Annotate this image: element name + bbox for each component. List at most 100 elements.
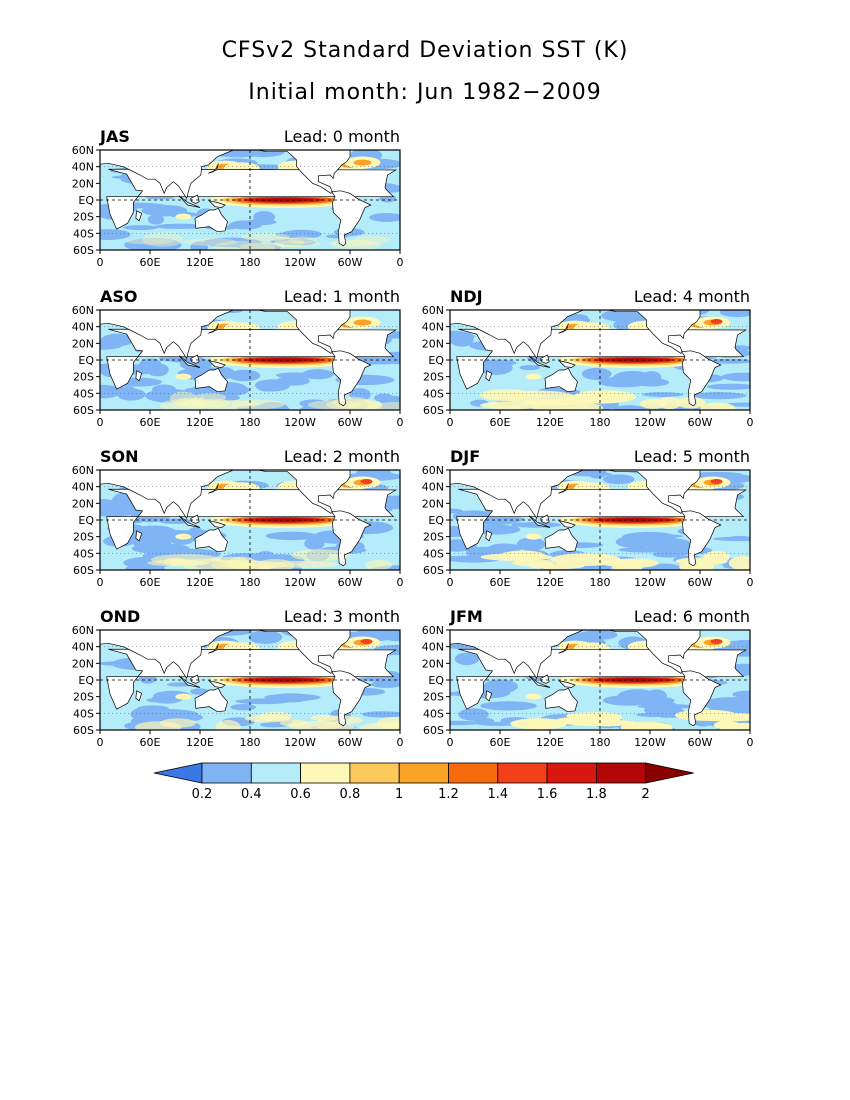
lon-tick-label: 0	[97, 416, 104, 429]
lat-tick-label: 60N	[72, 624, 94, 637]
sst-field	[100, 630, 400, 730]
lon-tick-label: 60E	[490, 576, 511, 589]
lat-tick-label: 20S	[73, 211, 94, 224]
lat-tick-label: 20N	[72, 177, 94, 190]
lon-tick-label: 0	[747, 576, 754, 589]
colorbar-label: 1.2	[438, 787, 459, 802]
lat-tick-label: EQ	[428, 354, 444, 367]
colorbar-label: 1.4	[487, 787, 508, 802]
colorbar-label: 0.8	[340, 787, 361, 802]
lat-tick-label: 20N	[422, 337, 444, 350]
lat-tick-label: EQ	[78, 354, 94, 367]
lat-tick-label: 40N	[72, 161, 94, 174]
lon-tick-label: 60W	[688, 576, 713, 589]
lat-tick-label: 60S	[423, 404, 444, 417]
lat-tick-label: EQ	[78, 514, 94, 527]
lon-tick-label: 60E	[140, 576, 161, 589]
lon-tick-label: 0	[397, 416, 404, 429]
lon-tick-label: 120W	[634, 736, 666, 749]
lat-tick-label: 60N	[72, 144, 94, 157]
lon-tick-label: 120W	[634, 416, 666, 429]
lat-tick-label: 20N	[422, 657, 444, 670]
lat-tick-label: 40S	[423, 547, 444, 560]
colorbar-label: 2	[642, 787, 650, 802]
figure-title: CFSv2 Standard Deviation SST (K)	[221, 38, 629, 63]
lat-tick-label: 40S	[73, 227, 94, 240]
colorbar-box	[448, 762, 499, 784]
lon-tick-label: 120W	[284, 576, 316, 589]
lon-tick-label: 0	[447, 736, 454, 749]
colorbar: 0.2 0.4 0.6 0.8 1 1.2 1.4 1.6 1.8 2	[153, 762, 694, 802]
lon-tick-label: 0	[747, 416, 754, 429]
lon-tick-label: 120W	[634, 576, 666, 589]
lat-tick-label: 40S	[73, 707, 94, 720]
lon-tick-label: 0	[397, 736, 404, 749]
lon-tick-label: 120W	[284, 736, 316, 749]
lon-tick-label: 120E	[186, 416, 214, 429]
lat-tick-label: 40N	[422, 321, 444, 334]
lat-tick-label: 20S	[423, 531, 444, 544]
colorbar-box	[497, 762, 548, 784]
lon-tick-label: 0	[397, 256, 404, 269]
lat-tick-label: 60S	[73, 244, 94, 257]
lon-tick-label: 0	[97, 736, 104, 749]
lon-tick-label: 60E	[140, 416, 161, 429]
lon-tick-label: 60W	[688, 736, 713, 749]
panel-lead-label: Lead: 1 month	[284, 287, 400, 306]
lon-tick-label: 180	[590, 416, 611, 429]
lon-tick-label: 180	[240, 256, 261, 269]
lon-tick-label: 60E	[490, 736, 511, 749]
sst-field	[450, 470, 750, 570]
lat-tick-label: 60S	[423, 724, 444, 737]
colorbar-box	[546, 762, 597, 784]
lon-tick-label: 120E	[186, 576, 214, 589]
colorbar-label: 1.6	[537, 787, 558, 802]
colorbar-label: 0.2	[192, 787, 213, 802]
lat-tick-label: 20S	[73, 371, 94, 384]
lon-tick-label: 180	[590, 736, 611, 749]
colorbar-label: 0.4	[241, 787, 262, 802]
panel-season-label: NDJ	[450, 287, 483, 306]
lon-tick-label: 0	[97, 256, 104, 269]
lon-tick-label: 120E	[186, 256, 214, 269]
figure-subtitle: Initial month: Jun 1982−2009	[248, 80, 602, 105]
colorbar-box	[201, 762, 252, 784]
panel-season-label: SON	[100, 447, 139, 466]
panel-season-label: DJF	[450, 447, 480, 466]
colorbar-arrow-low	[153, 762, 203, 784]
panel-lead-label: Lead: 3 month	[284, 607, 400, 626]
panel-season-label: JFM	[449, 607, 483, 626]
lat-tick-label: 60N	[422, 304, 444, 317]
lon-tick-label: 0	[397, 576, 404, 589]
panel-lead-label: Lead: 6 month	[634, 607, 750, 626]
lon-tick-label: 0	[97, 576, 104, 589]
panel-lead-label: Lead: 2 month	[284, 447, 400, 466]
lat-tick-label: 20N	[72, 657, 94, 670]
lat-tick-label: 40N	[72, 481, 94, 494]
panel-lead-label: Lead: 5 month	[634, 447, 750, 466]
lat-tick-label: 40N	[72, 641, 94, 654]
colorbar-label: 1	[395, 787, 403, 802]
lat-tick-label: 20S	[73, 691, 94, 704]
colorbar-box	[596, 762, 647, 784]
lat-tick-label: 40S	[423, 707, 444, 720]
lat-tick-label: 20N	[422, 497, 444, 510]
colorbar-label: 1.8	[586, 787, 607, 802]
lon-tick-label: 60E	[140, 736, 161, 749]
lon-tick-label: 0	[447, 416, 454, 429]
lat-tick-label: 60N	[72, 464, 94, 477]
lon-tick-label: 60W	[338, 576, 363, 589]
lat-tick-label: 40S	[73, 547, 94, 560]
panel-season-label: OND	[100, 607, 140, 626]
colorbar-box	[250, 762, 302, 784]
lat-tick-label: 40N	[422, 641, 444, 654]
lat-tick-label: EQ	[78, 194, 94, 207]
lat-tick-label: 60N	[72, 304, 94, 317]
lon-tick-label: 180	[590, 576, 611, 589]
lat-tick-label: 20N	[72, 497, 94, 510]
